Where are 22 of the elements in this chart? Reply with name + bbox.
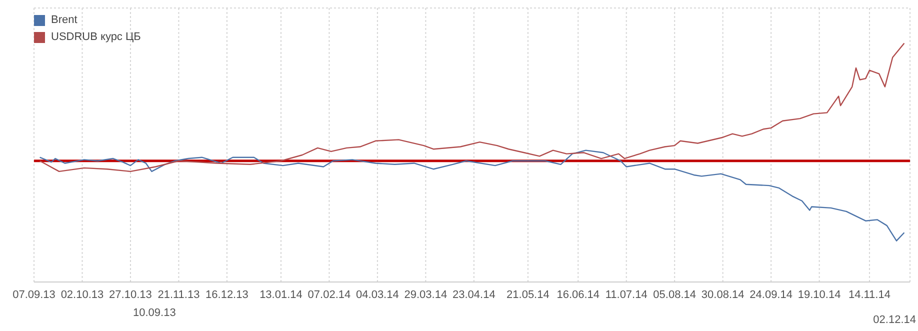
x-tick-label: 16.06.14 bbox=[556, 288, 600, 301]
x-tick-label: 05.08.14 bbox=[653, 288, 696, 301]
legend-label: USDRUB курс ЦБ bbox=[51, 30, 141, 45]
x-tick-label: 24.09.14 bbox=[750, 288, 792, 301]
x-tick-label: 30.08.14 bbox=[701, 288, 744, 301]
x-tick-label: 14.11.14 bbox=[848, 288, 890, 301]
x-tick-label: 07.09.13 bbox=[12, 288, 56, 301]
x-tick-label: 04.03.14 bbox=[356, 288, 399, 301]
text: 02.12.14 bbox=[873, 314, 916, 326]
x-tick-label: 21.11.13 bbox=[158, 288, 200, 301]
x-tick-label: 16.12.13 bbox=[206, 288, 248, 301]
legend-label: Brent bbox=[51, 13, 78, 28]
x-tick-label: 23.04.14 bbox=[452, 288, 496, 301]
x-tick-label: 13.01.14 bbox=[260, 288, 302, 301]
x-tick-label: 07.02.14 bbox=[308, 288, 351, 301]
x-tick-label: 11.07.14 bbox=[605, 288, 648, 301]
x-tick-label: 02.10.13 bbox=[60, 288, 104, 301]
x-tick-label: 19.10.14 bbox=[798, 288, 841, 301]
x-tick-label: 27.10.13 bbox=[109, 288, 152, 301]
x-tick-label: 29.03.14 bbox=[404, 288, 448, 301]
text: 10.09.13 bbox=[133, 307, 176, 319]
x-tick-label: 21.05.14 bbox=[506, 288, 550, 301]
